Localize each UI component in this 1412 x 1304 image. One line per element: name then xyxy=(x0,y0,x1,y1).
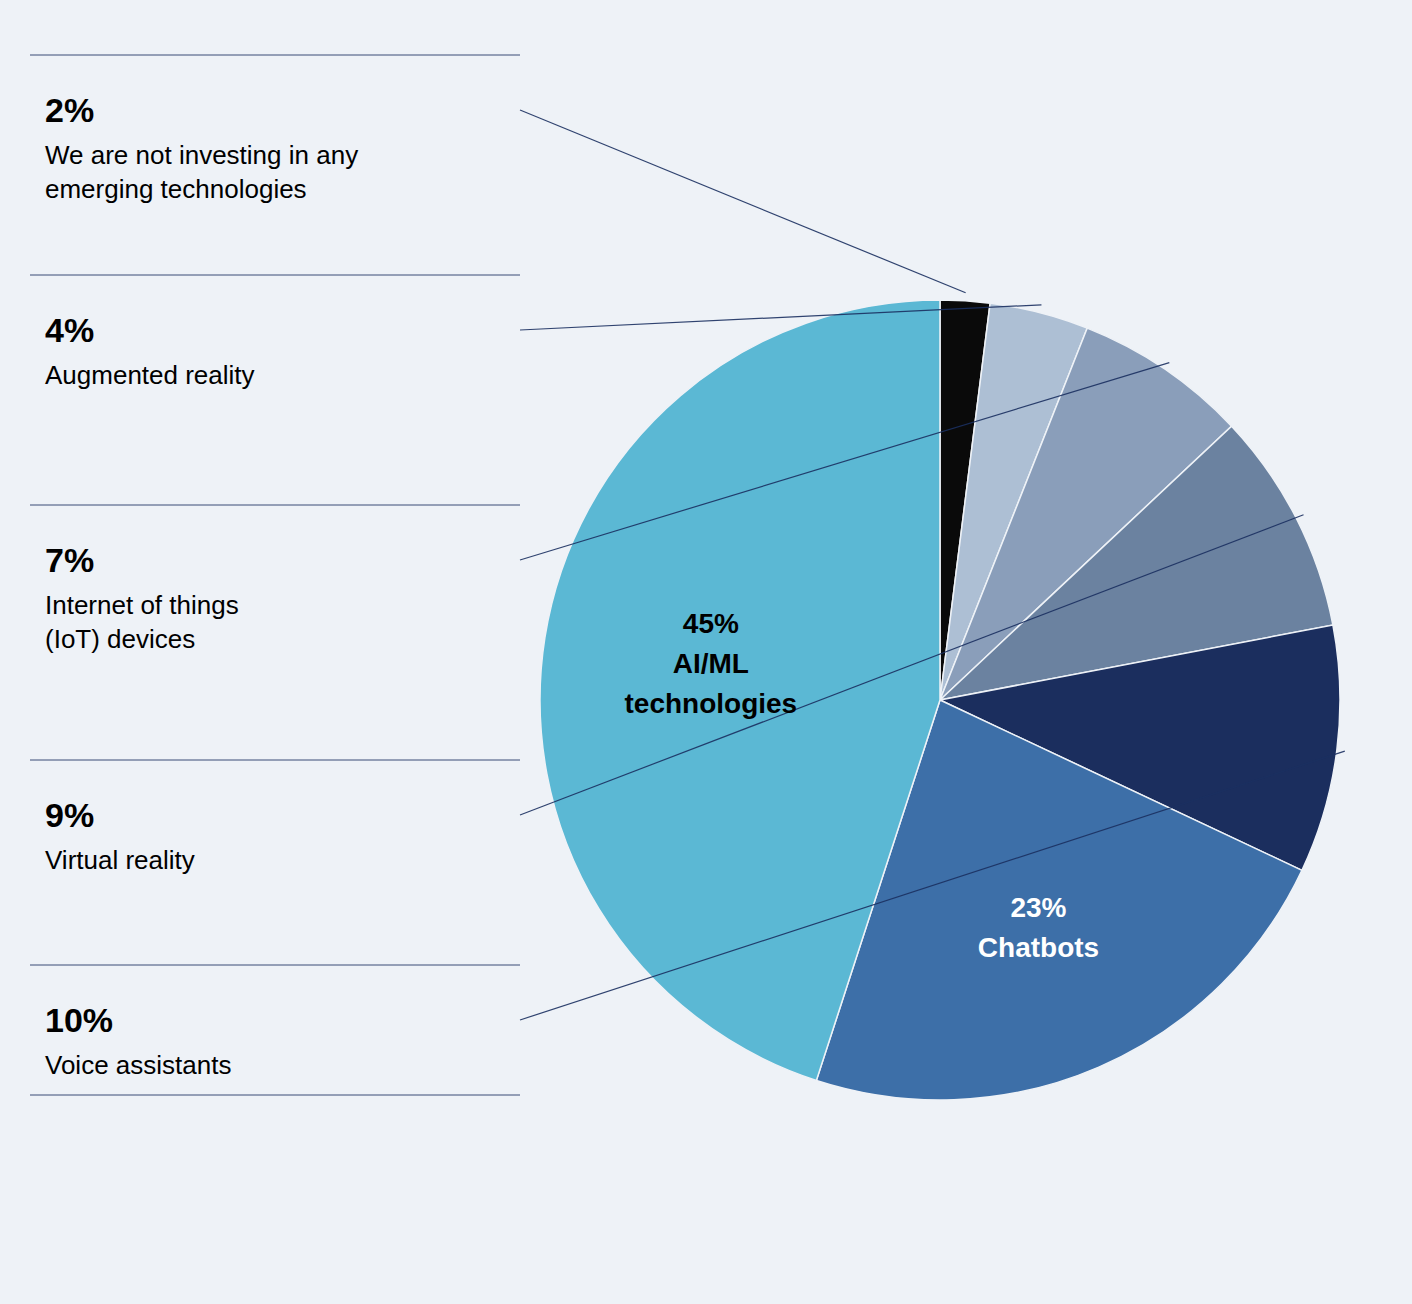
panel-label-line: (IoT) devices xyxy=(45,624,195,654)
separator xyxy=(30,505,520,506)
panel-label-line: We are not investing in any xyxy=(45,140,358,170)
panel-label-line: Augmented reality xyxy=(45,360,255,390)
panel-label-line: emerging technologies xyxy=(45,174,307,204)
slice-label-line: AI/ML xyxy=(673,648,749,679)
pie-slice xyxy=(540,300,940,1080)
separator xyxy=(30,760,520,761)
pie xyxy=(540,300,1340,1100)
background xyxy=(0,0,1412,1304)
panel-label: Augmented reality xyxy=(45,360,255,390)
panel-percent: 4% xyxy=(45,311,94,349)
panel-label: Virtual reality xyxy=(45,845,195,875)
panel-label-line: Internet of things xyxy=(45,590,239,620)
panel-label-line: Virtual reality xyxy=(45,845,195,875)
connector xyxy=(520,363,1169,560)
inner-labels: 23% Chatbots 45% AI/ML technologies xyxy=(625,608,1100,963)
connector xyxy=(520,515,1304,815)
slice-label-line: Chatbots xyxy=(978,932,1099,963)
slice-value-label: 23% xyxy=(1010,892,1066,923)
slice-label: Chatbots xyxy=(978,932,1099,963)
panel-label: Internet of things (IoT) devices xyxy=(45,590,239,654)
separator xyxy=(30,1095,520,1096)
panel-label: Voice assistants xyxy=(45,1050,231,1080)
annotation-panel: 2% We are not investing in any emerging te… xyxy=(30,55,520,1095)
connector xyxy=(520,110,966,293)
panel-percent: 10% xyxy=(45,1001,113,1039)
connector xyxy=(520,305,1041,330)
connector xyxy=(520,751,1345,1020)
connectors xyxy=(520,110,1345,1020)
panel-percent: 2% xyxy=(45,91,94,129)
panel-label-line: Voice assistants xyxy=(45,1050,231,1080)
separator xyxy=(30,275,520,276)
separator xyxy=(30,965,520,966)
separator xyxy=(30,55,520,56)
panel-label: We are not investing in any emerging tech… xyxy=(45,140,358,204)
slice-label: AI/ML technologies xyxy=(625,648,798,719)
panel-percent: 9% xyxy=(45,796,94,834)
slice-label-line: technologies xyxy=(625,688,798,719)
chart: 2% We are not investing in any emerging te… xyxy=(0,0,1412,1304)
slice-value-label: 45% xyxy=(683,608,739,639)
panel-percent: 7% xyxy=(45,541,94,579)
